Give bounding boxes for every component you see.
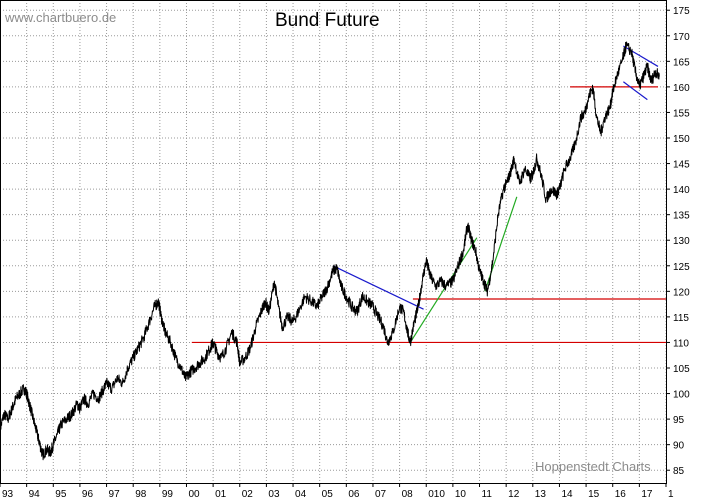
x-tick-label: 94 [29, 489, 41, 499]
x-tick-label: 95 [55, 489, 67, 499]
annotation-lines [191, 45, 666, 344]
y-tick-label: 110 [673, 338, 689, 349]
y-tick-label: 150 [673, 134, 690, 145]
y-tick-label: 90 [673, 441, 685, 452]
x-axis: 93 94 95 96 97 98 99 00 01 02 03 04 05 06 07 08 010 10 11 1… [0, 483, 674, 499]
y-tick-label: 105 [673, 364, 690, 375]
price-line [0, 41, 660, 461]
x-tick-label: 98 [135, 489, 147, 499]
y-tick-label: 165 [673, 57, 690, 68]
x-tick-label: 17 [641, 489, 653, 499]
x-tick-label: 07 [375, 489, 387, 499]
y-tick-label: 140 [673, 185, 690, 196]
x-tick-label: 11 [482, 489, 493, 499]
price-series [0, 41, 660, 461]
y-tick-label: 175 [673, 6, 690, 17]
x-tick-label: 03 [268, 489, 280, 499]
trend-line [623, 81, 648, 101]
watermark-bottom: Hoppenstedt Charts [535, 459, 651, 474]
watermark-top: www.chartbuero.de [4, 10, 116, 25]
x-tick-label: 16 [615, 489, 627, 499]
x-tick-label: 97 [109, 489, 121, 499]
y-tick-label: 95 [673, 415, 685, 426]
grid-lines [0, 0, 667, 483]
trend-line [332, 265, 424, 310]
y-tick-label: 160 [673, 83, 690, 94]
x-tick-label: 010 [428, 489, 445, 499]
y-tick-label: 155 [673, 108, 690, 119]
x-tick-label: 15 [588, 489, 600, 499]
y-tick-label: 145 [673, 160, 690, 171]
x-tick-label: 05 [322, 489, 334, 499]
x-tick-label: 12 [508, 489, 520, 499]
y-tick-label: 115 [673, 313, 689, 324]
x-tick-label: 01 [215, 489, 227, 499]
x-tick-label: 96 [82, 489, 94, 499]
x-tick-label: 00 [188, 489, 200, 499]
x-tick-label: 04 [295, 489, 307, 499]
x-tick-label: 08 [402, 489, 414, 499]
y-tick-label: 130 [673, 236, 690, 247]
y-tick-label: 125 [673, 262, 690, 273]
y-tick-label: 170 [673, 32, 690, 43]
y-tick-label: 85 [673, 466, 685, 477]
plot-frame [0, 0, 667, 484]
trend-line [409, 237, 478, 343]
y-axis: 85 90 95 100 105 110 115 120 125 130 135 140 145 150 1… [666, 6, 690, 477]
x-tick-label: 10 [455, 489, 467, 499]
x-tick-label: 06 [348, 489, 360, 499]
y-tick-label: 135 [673, 211, 690, 222]
x-tick-label: 1 [668, 489, 674, 499]
y-tick-label: 120 [673, 287, 690, 298]
y-tick-label: 100 [673, 390, 690, 401]
x-tick-label: 99 [162, 489, 174, 499]
x-tick-label: 02 [242, 489, 254, 499]
x-tick-label: 14 [561, 489, 573, 499]
x-tick-label: 93 [2, 489, 14, 499]
x-tick-label: 13 [535, 489, 547, 499]
chart-title: Bund Future [275, 10, 380, 31]
